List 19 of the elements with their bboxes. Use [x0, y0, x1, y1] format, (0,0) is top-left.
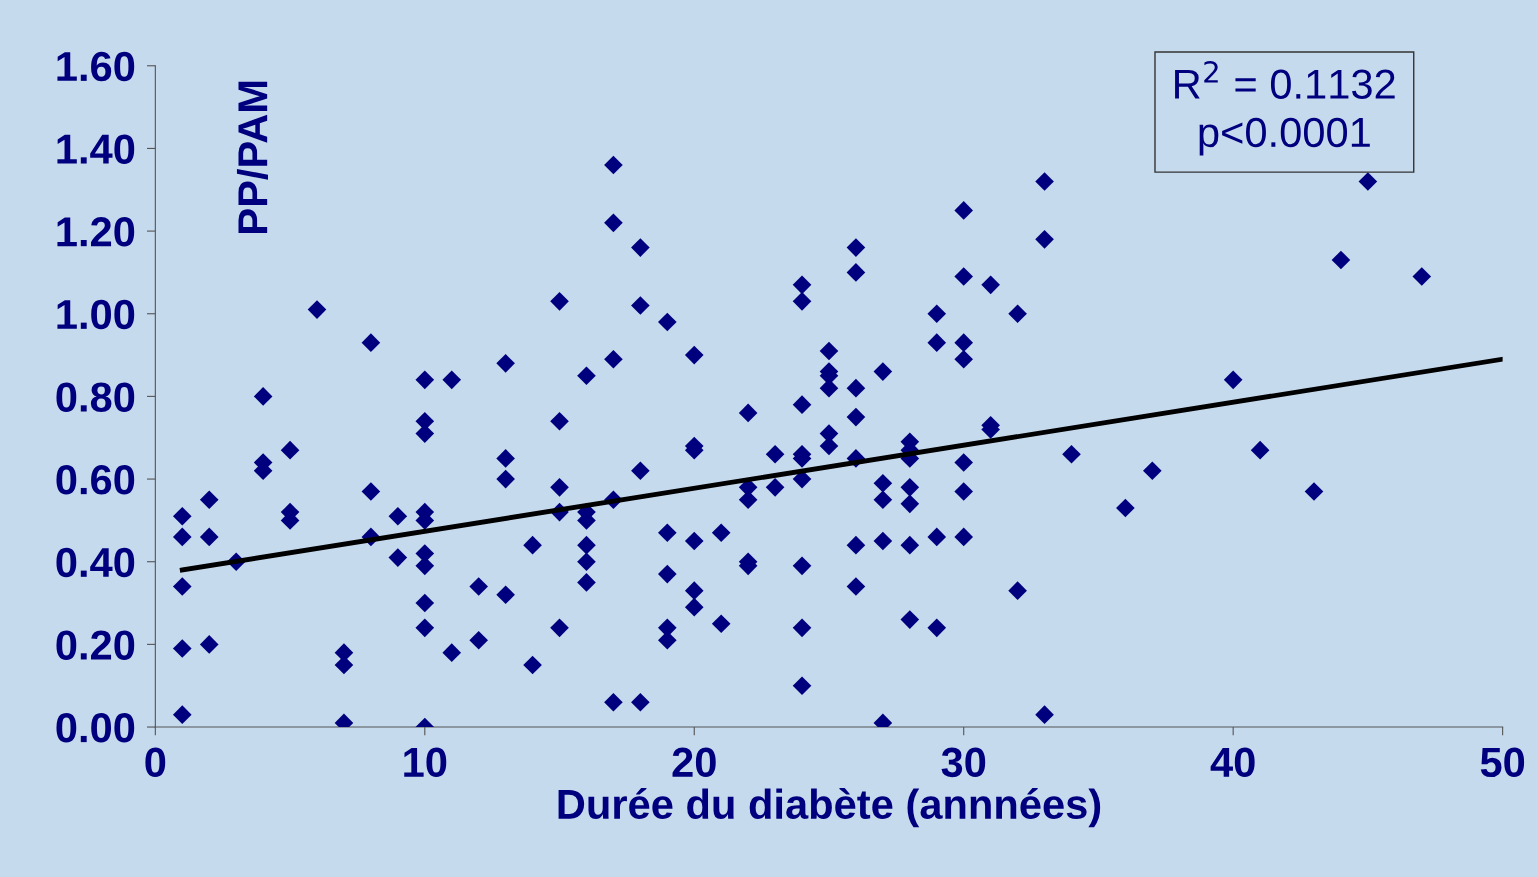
x-axis-title: Durée du diabète (annnées) [558, 788, 1101, 828]
y-tick-label: 0.40 [56, 547, 135, 578]
y-tick-label: 1.20 [57, 217, 135, 247]
y-tick-label: 1.60 [57, 51, 135, 82]
x-tick-label: 40 [1210, 747, 1255, 778]
y-axis-title: PP/PAM [236, 81, 268, 233]
annotation: p<0.0001 [1199, 117, 1370, 156]
y-tick-label: 0.00 [56, 713, 135, 743]
y-tick-label: 1.40 [57, 134, 135, 164]
y-tick-label: 1.00 [57, 299, 135, 330]
y-tick-label: 0.20 [56, 630, 135, 660]
y-tick-label: 0.60 [56, 465, 135, 495]
x-tick-label: 50 [1480, 747, 1525, 778]
x-tick-label: 30 [941, 747, 986, 778]
y-tick-label: 0.80 [56, 382, 135, 412]
x-tick-label: 20 [672, 747, 716, 778]
x-tick-label: 10 [404, 747, 447, 778]
x-tick-label: 0 [145, 747, 166, 778]
annotation: R$^{2}$ = 0.1132 [1175, 60, 1395, 99]
